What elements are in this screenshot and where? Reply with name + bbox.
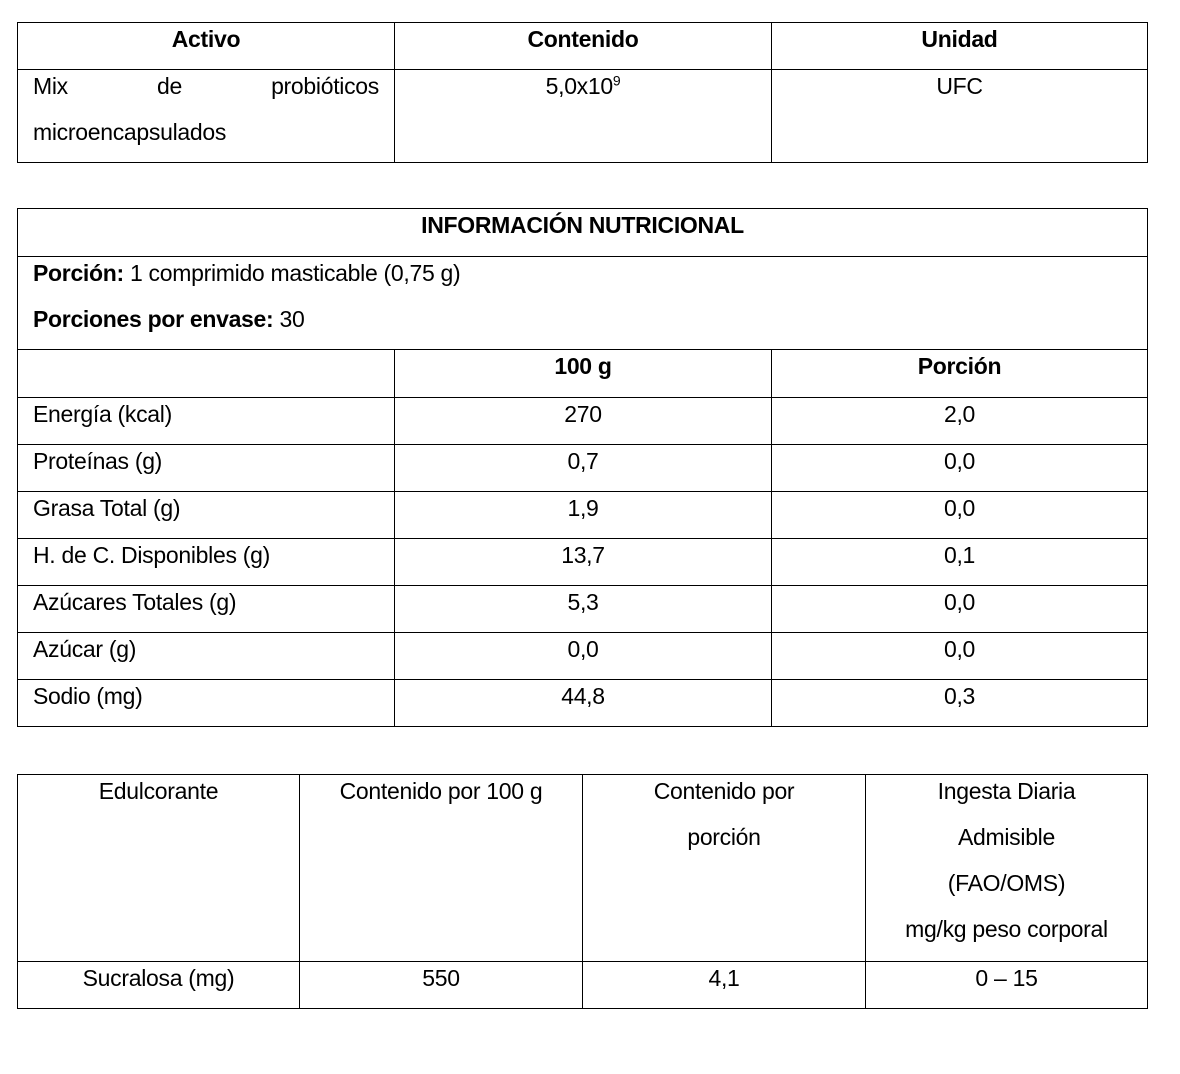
nutrient-name: H. de C. Disponibles (g) [17, 538, 395, 586]
header-porcion: Porción [771, 349, 1148, 398]
sweetener-name: Sucralosa (mg) [17, 961, 300, 1009]
table-row: Sodio (mg) 44,8 0,3 [17, 679, 1148, 727]
value-portion: 0,0 [771, 585, 1148, 633]
header-100g: 100 g [394, 349, 772, 398]
header-contenido: Contenido [394, 22, 772, 70]
header-contenido-porcion: Contenido por porción [582, 774, 866, 962]
table-row: Azúcares Totales (g) 5,3 0,0 [17, 585, 1148, 633]
header-ida: Ingesta Diaria Admisible (FAO/OMS) mg/kg pe… [865, 774, 1148, 962]
header-activo: Activo [17, 22, 395, 70]
nutrition-table: INFORMACIÓN NUTRICIONAL Porción: 1 compr… [17, 208, 1148, 727]
header-edulcorante: Edulcorante [17, 774, 300, 962]
nutrient-name: Grasa Total (g) [17, 491, 395, 539]
value-portion: 0,0 [771, 444, 1148, 492]
value-100g: 270 [394, 397, 772, 445]
active-ingredient-table: Activo Contenido Unidad Mix de probiótic… [17, 22, 1148, 163]
active-content: 5,0x109 [394, 69, 772, 163]
sweetener-100g: 550 [299, 961, 583, 1009]
value-portion: 2,0 [771, 397, 1148, 445]
table-row: Proteínas (g) 0,7 0,0 [17, 444, 1148, 492]
sweetener-portion: 4,1 [582, 961, 866, 1009]
value-100g: 0,7 [394, 444, 772, 492]
header-unidad: Unidad [771, 22, 1148, 70]
nutrient-name: Sodio (mg) [17, 679, 395, 727]
table-row: Grasa Total (g) 1,9 0,0 [17, 491, 1148, 539]
nutrient-name: Azúcares Totales (g) [17, 585, 395, 633]
table-row: Azúcar (g) 0,0 0,0 [17, 632, 1148, 680]
active-name: Mix de probióticos microencapsulados [17, 69, 395, 163]
active-unit: UFC [771, 69, 1148, 163]
value-portion: 0,0 [771, 632, 1148, 680]
sweetener-table: Edulcorante Contenido por 100 g Contenid… [17, 774, 1148, 1009]
value-100g: 0,0 [394, 632, 772, 680]
value-100g: 5,3 [394, 585, 772, 633]
value-portion: 0,1 [771, 538, 1148, 586]
value-portion: 0,0 [771, 491, 1148, 539]
table-row: H. de C. Disponibles (g) 13,7 0,1 [17, 538, 1148, 586]
nutrient-name: Energía (kcal) [17, 397, 395, 445]
portion-info: Porción: 1 comprimido masticable (0,75 g… [17, 256, 1148, 350]
nutrient-name: Azúcar (g) [17, 632, 395, 680]
header-contenido-100g: Contenido por 100 g [299, 774, 583, 962]
value-100g: 44,8 [394, 679, 772, 727]
table-row: Energía (kcal) 270 2,0 [17, 397, 1148, 445]
sweetener-ida: 0 – 15 [865, 961, 1148, 1009]
value-portion: 0,3 [771, 679, 1148, 727]
